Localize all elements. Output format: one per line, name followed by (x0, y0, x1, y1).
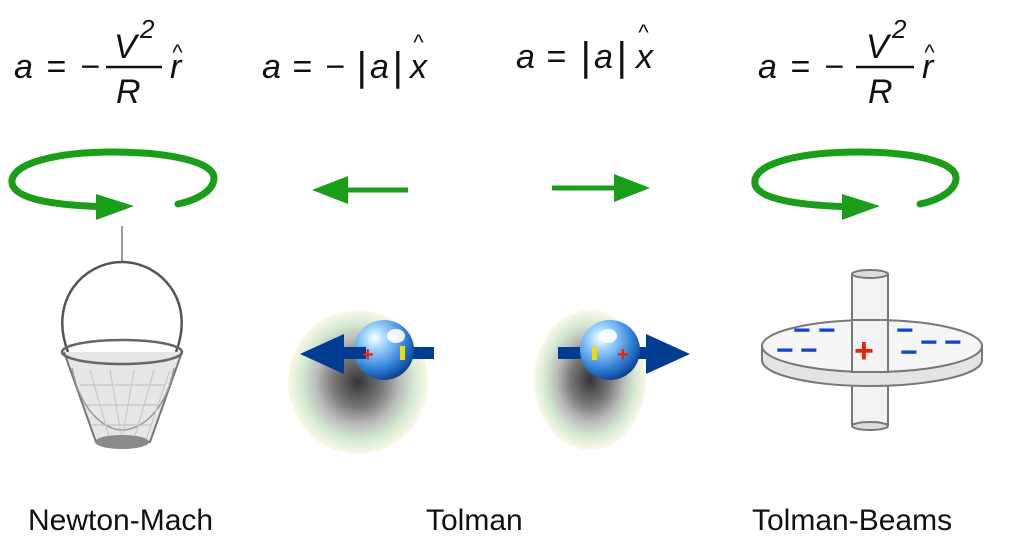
negative-charge: − (920, 326, 938, 359)
eq-hat: ^ (924, 40, 935, 65)
eq-magnitude: a (594, 38, 613, 76)
motion-arrow-icon (300, 334, 344, 374)
rotation-arrow-icon (8, 148, 218, 220)
eq-equals: = (790, 48, 810, 86)
positive-charge: + (362, 344, 374, 366)
eq-equals: = (46, 48, 66, 86)
rotating-disk-icon: − − − − − − − − + (761, 269, 983, 431)
negative-charge: − (818, 314, 836, 347)
negative-charge: − (776, 334, 794, 367)
negative-charge: − (900, 336, 918, 369)
eq-hat: ^ (172, 40, 183, 65)
eq-lhs: a (262, 48, 281, 86)
equation-tolman-right: a = | a | x ^ (516, 20, 654, 79)
eq-unit-vector: x (408, 48, 428, 86)
negative-charge: − (944, 326, 962, 359)
positive-charge: + (854, 332, 874, 370)
eq-sign: − (80, 48, 100, 86)
bucket-icon (60, 226, 184, 449)
negative-charge: − (793, 314, 811, 347)
equation-tolman-left: a = − | a | x ^ (262, 30, 428, 89)
motion-arrow-icon (646, 334, 690, 374)
eq-abs-open: | (356, 45, 366, 89)
caption-newton-mach: Newton-Mach (28, 504, 213, 537)
eq-abs-close: | (392, 45, 402, 89)
left-arrow-icon (312, 176, 408, 204)
electron-marker (592, 346, 597, 360)
eq-denominator: R (116, 73, 141, 111)
equation-newton-mach: a = − V 2 R r ^ (14, 14, 183, 111)
charged-sphere-left: + (288, 310, 434, 454)
eq-lhs: a (758, 48, 777, 86)
eq-sign: − (824, 48, 844, 86)
eq-numerator: V (114, 28, 140, 66)
eq-sign: − (325, 48, 345, 86)
eq-equals: = (292, 48, 312, 86)
eq-unit-vector: r (170, 48, 183, 86)
eq-abs-open: | (580, 35, 590, 79)
positive-charge: + (617, 344, 629, 366)
electron-marker (400, 346, 405, 360)
eq-abs-close: | (616, 35, 626, 79)
charged-sphere-right: + (534, 310, 690, 450)
eq-lhs: a (14, 48, 33, 86)
eq-unit-vector: r (922, 48, 935, 86)
equation-tolman-beams: a = − V 2 R r ^ (758, 14, 935, 111)
eq-numerator: V (866, 28, 892, 66)
eq-equals: = (546, 38, 566, 76)
eq-hat: ^ (413, 30, 424, 55)
rotation-arrow-icon (751, 148, 960, 220)
eq-denominator: R (868, 73, 893, 111)
eq-exponent: 2 (139, 14, 155, 44)
negative-charge: − (896, 314, 914, 347)
eq-magnitude: a (370, 48, 389, 86)
eq-lhs: a (516, 38, 535, 76)
eq-unit-vector: x (634, 38, 654, 76)
caption-tolman-beams: Tolman-Beams (752, 504, 952, 537)
negative-charge: − (800, 334, 818, 367)
caption-tolman: Tolman (426, 504, 523, 537)
right-arrow-icon (552, 174, 650, 202)
eq-hat: ^ (638, 20, 649, 45)
eq-exponent: 2 (891, 14, 907, 44)
